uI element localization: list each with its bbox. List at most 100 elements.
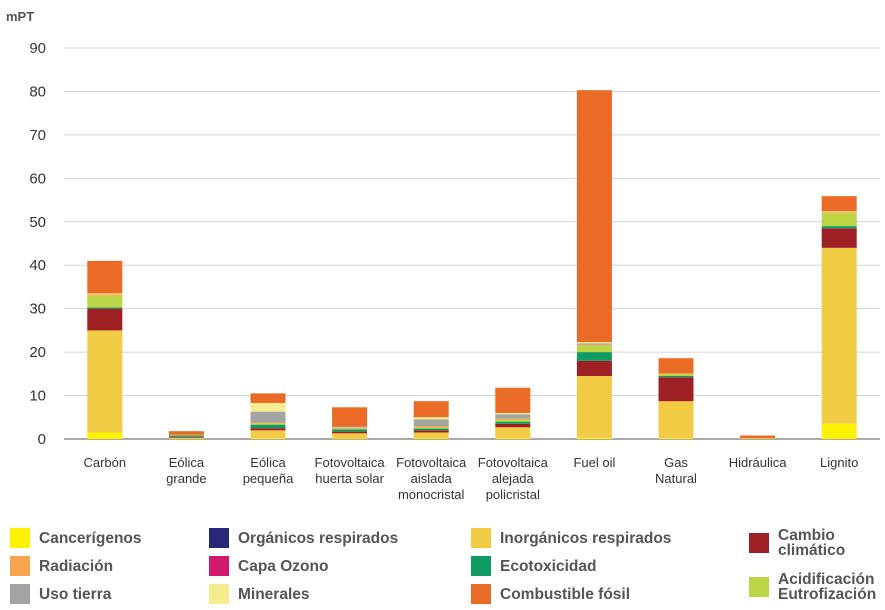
bar-stack xyxy=(821,196,857,439)
bar-segment xyxy=(168,437,204,439)
bar-stack xyxy=(332,407,368,440)
bar-segment xyxy=(495,412,531,415)
legend-swatch xyxy=(749,577,769,597)
y-tick-label: 0 xyxy=(38,431,46,448)
legend-swatch xyxy=(471,528,491,548)
legend-label: Cambio climático xyxy=(778,527,846,559)
legend-item-capa-ozono: Capa Ozono xyxy=(209,556,328,576)
bar-segment xyxy=(576,352,612,361)
bar-segment xyxy=(413,438,449,439)
legend-swatch xyxy=(209,556,229,576)
legend-swatch xyxy=(471,584,491,604)
bar-segment xyxy=(495,387,531,413)
bar-segment xyxy=(413,428,449,431)
legend-label: Ecotoxicidad xyxy=(500,557,597,575)
y-tick-label: 20 xyxy=(29,344,46,361)
y-tick-label: 90 xyxy=(29,40,46,57)
bar-segment xyxy=(332,407,368,427)
bar-segment xyxy=(332,428,368,430)
bar-segment xyxy=(495,418,531,420)
legend-item-minerales: Minerales xyxy=(209,584,310,604)
legend-swatch xyxy=(10,584,30,604)
bar-segment xyxy=(332,426,368,428)
bar-stack xyxy=(740,435,776,439)
legend-item-radiacion: Radiación xyxy=(10,556,113,576)
bar-segment xyxy=(576,360,612,377)
bar-segment xyxy=(576,437,612,439)
x-tick-label: Fuel oil xyxy=(573,455,615,470)
bar-stack xyxy=(87,260,123,439)
bar-stack xyxy=(576,90,612,439)
y-tick-label: 60 xyxy=(29,170,46,187)
bar-segment xyxy=(495,438,531,439)
bar-stack xyxy=(658,358,694,439)
bar-segment xyxy=(250,422,286,424)
bar-segment xyxy=(413,401,449,418)
legend-swatch xyxy=(209,584,229,604)
bar-segment xyxy=(495,419,531,422)
bar-segment xyxy=(413,432,449,439)
legend-swatch xyxy=(209,528,229,548)
bar-segment xyxy=(658,377,694,402)
bar-segment xyxy=(821,228,857,248)
legend-item-organicos-respirados: Orgánicos respirados xyxy=(209,528,398,548)
legend-item-acidificacion-eutrofizacion: Acidificación Eutrofización xyxy=(749,572,883,602)
bar-segment xyxy=(87,307,123,309)
y-tick-label: 80 xyxy=(29,83,46,100)
bar-segment xyxy=(250,424,286,429)
bar-segment xyxy=(821,226,857,229)
legend-label: Orgánicos respirados xyxy=(238,529,399,547)
gridlines xyxy=(64,47,880,440)
bar-segment xyxy=(87,295,123,308)
x-tick-label: Eólica grande xyxy=(166,455,206,486)
y-tick-label: 50 xyxy=(29,214,46,231)
bar-segment xyxy=(576,376,612,438)
legend-label: Combustible fósil xyxy=(500,585,631,603)
bar-segment xyxy=(332,427,368,429)
legend-label: Radiación xyxy=(39,557,114,575)
bar-segment xyxy=(740,438,776,439)
bar-stack xyxy=(168,431,204,440)
legend-item-cambio-climatico: Cambio climático xyxy=(749,528,883,558)
legend-item-ecotoxicidad: Ecotoxicidad xyxy=(471,556,596,576)
bar-segment xyxy=(658,358,694,374)
bar-segment xyxy=(821,196,857,212)
x-tick-label: Fotovoltaica aislada monocristal xyxy=(396,455,467,502)
bar-stack xyxy=(413,401,449,439)
bar-segment xyxy=(576,343,612,345)
bar-segment xyxy=(87,260,123,294)
legend-swatch xyxy=(749,533,769,553)
bar-segment xyxy=(495,427,531,439)
y-tick-label: 70 xyxy=(29,127,46,144)
bar-segment xyxy=(332,428,368,429)
y-axis-label: mPT xyxy=(6,9,34,24)
legend-item-cancerigenos: Cancerígenos xyxy=(10,528,142,548)
bar-segment xyxy=(168,435,204,437)
bar-segment xyxy=(250,428,286,431)
bar-segment xyxy=(821,211,857,213)
legend-label: Minerales xyxy=(238,585,310,603)
bar-segment xyxy=(658,373,694,377)
bar-segment xyxy=(576,90,612,343)
bar-segment xyxy=(332,429,368,432)
legend-label: Cancerígenos xyxy=(39,529,142,547)
bar-segment xyxy=(332,438,368,440)
bar-segment xyxy=(250,411,286,423)
x-tick-label: Fotovoltaica huerta solar xyxy=(315,455,386,486)
bar-segment xyxy=(576,344,612,346)
bar-segment xyxy=(87,432,123,439)
bar-segment xyxy=(495,423,531,428)
x-tick-label: Carbón xyxy=(83,455,126,470)
bar-segment xyxy=(821,423,857,439)
bar-segment xyxy=(87,330,123,433)
legend-label: Inorgánicos respirados xyxy=(500,529,672,547)
y-tick-label: 30 xyxy=(29,301,46,318)
legend-swatch xyxy=(471,556,491,576)
legend-swatch xyxy=(10,556,30,576)
bars xyxy=(87,90,857,440)
legend: Cancerígenos Radiación Uso tierra Orgáni… xyxy=(0,520,885,610)
bar-segment xyxy=(658,401,694,439)
bar-stack xyxy=(495,387,531,439)
y-tick-label: 40 xyxy=(29,257,46,274)
bar-segment xyxy=(168,436,204,438)
